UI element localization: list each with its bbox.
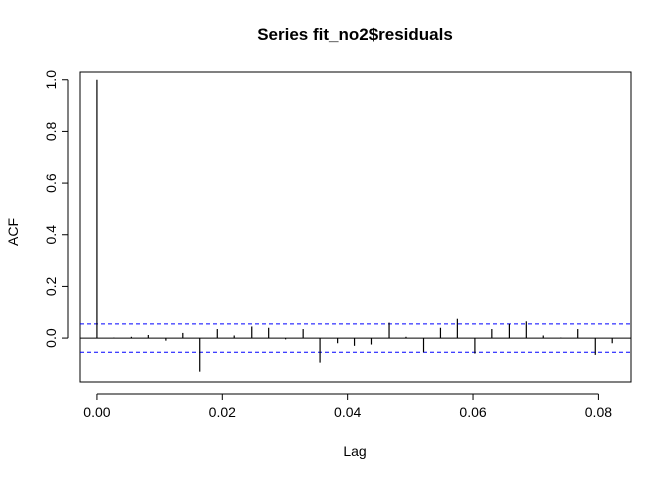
y-tick-label-3: 0.6: [43, 173, 59, 193]
x-tick-label-2: 0.04: [334, 404, 361, 420]
plot-area: 0.00 0.02 0.04 0.06 0.08 0.0 0.2 0.4 0.6 0.8 1.0: [43, 70, 632, 420]
y-tick-label-4: 0.8: [43, 121, 59, 141]
x-tick-label-4: 0.08: [585, 404, 612, 420]
y-tick-label-0: 0.0: [43, 328, 59, 348]
x-tick-label-0: 0.00: [83, 404, 110, 420]
x-tick-label-1: 0.02: [209, 404, 236, 420]
chart-title: Series fit_no2$residuals: [257, 25, 453, 44]
x-tick-label-3: 0.06: [459, 404, 486, 420]
y-axis-label: ACF: [5, 218, 21, 246]
x-axis-label: Lag: [343, 443, 366, 459]
y-tick-label-1: 0.2: [43, 276, 59, 296]
y-tick-label-5: 1.0: [43, 70, 59, 90]
y-tick-label-2: 0.4: [43, 225, 59, 245]
plot-frame: [79, 71, 632, 383]
